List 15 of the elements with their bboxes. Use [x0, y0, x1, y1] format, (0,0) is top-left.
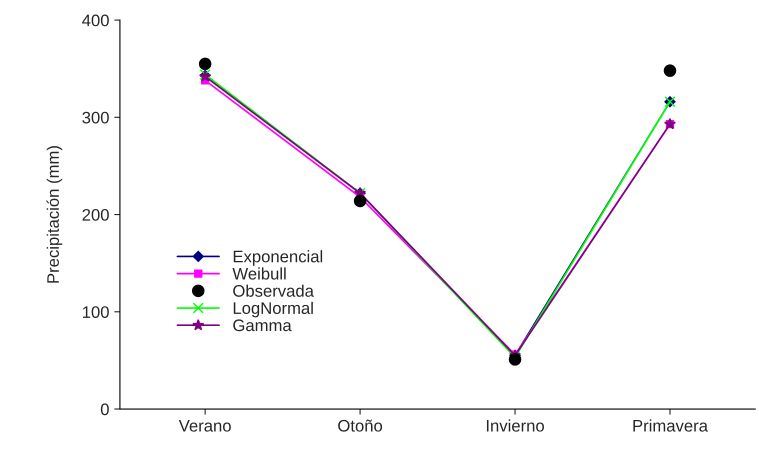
- x-tick-label: Primavera: [633, 419, 708, 432]
- x-tick-label: Otoño: [338, 420, 382, 432]
- y-tick-label: 0: [100, 403, 109, 416]
- legend-label: Observada: [233, 284, 314, 297]
- legend-label: Exponencial: [234, 250, 322, 266]
- legend-label: Gamma: [233, 319, 292, 332]
- y-tick-label: 100: [82, 306, 109, 318]
- y-axis-title: Precipitación (mm): [46, 146, 62, 283]
- y-tick-label: 200: [82, 208, 109, 221]
- x-tick-label: Invierno: [486, 419, 544, 432]
- legend-label: Weibull: [232, 267, 286, 280]
- y-tick-label: 300: [82, 112, 109, 124]
- y-tick-label: 400: [82, 14, 109, 26]
- legend-label: LogNormal: [234, 302, 313, 318]
- x-tick-label: Verano: [178, 420, 231, 432]
